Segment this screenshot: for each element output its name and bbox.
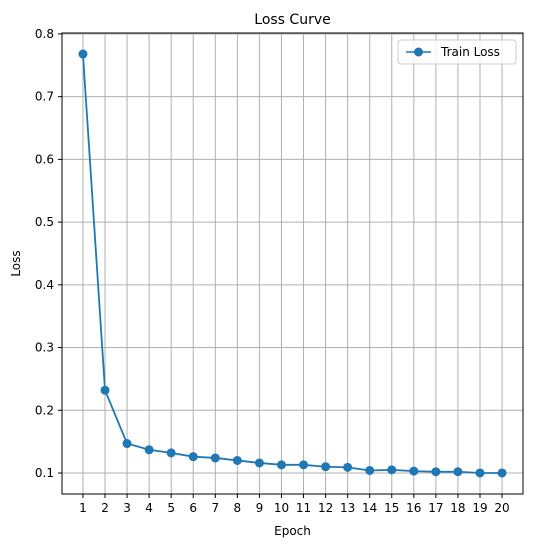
data-point-19 bbox=[475, 468, 485, 478]
grid-lines bbox=[62, 33, 523, 494]
x-tick-label-3: 3 bbox=[123, 501, 131, 515]
x-tick-label-10: 10 bbox=[274, 501, 289, 515]
chart-title: Loss Curve bbox=[254, 12, 330, 28]
legend-label: Train Loss bbox=[440, 45, 500, 59]
y-axis: 0.1 0.2 0.3 0.4 0.5 0.6 0.7 0.8 bbox=[35, 27, 62, 480]
x-tick-label-9: 9 bbox=[256, 501, 264, 515]
y-tick-label-7: 0.7 bbox=[35, 90, 54, 104]
x-tick-label-13: 13 bbox=[340, 501, 355, 515]
data-point-6 bbox=[188, 452, 198, 462]
x-tick-label-17: 17 bbox=[428, 501, 443, 515]
x-tick-label-11: 11 bbox=[296, 501, 311, 515]
data-point-13 bbox=[343, 462, 353, 472]
x-tick-label-7: 7 bbox=[211, 501, 219, 515]
data-point-14 bbox=[365, 465, 375, 475]
data-point-3 bbox=[122, 439, 132, 449]
data-point-5 bbox=[166, 448, 176, 458]
y-tick-label-5: 0.5 bbox=[35, 215, 54, 229]
data-point-9 bbox=[254, 458, 264, 468]
x-tick-label-14: 14 bbox=[362, 501, 377, 515]
data-point-4 bbox=[144, 445, 154, 455]
x-tick-label-15: 15 bbox=[384, 501, 399, 515]
data-point-12 bbox=[321, 462, 331, 472]
x-tick-label-18: 18 bbox=[450, 501, 465, 515]
data-point-20 bbox=[497, 468, 507, 478]
x-tick-label-20: 20 bbox=[494, 501, 509, 515]
x-tick-label-8: 8 bbox=[234, 501, 242, 515]
y-tick-label-4: 0.4 bbox=[35, 278, 54, 292]
x-tick-label-1: 1 bbox=[79, 501, 87, 515]
data-point-17 bbox=[431, 467, 441, 477]
data-point-1 bbox=[78, 49, 88, 59]
x-tick-label-4: 4 bbox=[145, 501, 153, 515]
data-point-18 bbox=[453, 467, 463, 477]
y-tick-label-6: 0.6 bbox=[35, 152, 54, 166]
data-point-7 bbox=[210, 453, 220, 463]
x-tick-label-19: 19 bbox=[472, 501, 487, 515]
y-axis-label: Loss bbox=[9, 250, 23, 276]
data-point-8 bbox=[232, 455, 242, 465]
y-tick-label-8: 0.8 bbox=[35, 27, 54, 41]
data-point-10 bbox=[276, 460, 286, 470]
x-tick-label-2: 2 bbox=[101, 501, 109, 515]
y-tick-label-2: 0.2 bbox=[35, 403, 54, 417]
x-tick-label-12: 12 bbox=[318, 501, 333, 515]
data-point-16 bbox=[409, 466, 419, 476]
x-axis-label: Epoch bbox=[274, 524, 311, 538]
legend-box bbox=[397, 39, 517, 65]
x-tick-label-6: 6 bbox=[189, 501, 197, 515]
data-point-11 bbox=[299, 460, 309, 470]
x-tick-label-5: 5 bbox=[167, 501, 175, 515]
y-tick-label-1: 0.1 bbox=[35, 466, 54, 480]
data-point-2 bbox=[100, 385, 110, 395]
legend-marker-swatch bbox=[414, 47, 423, 57]
series-layer bbox=[78, 49, 507, 478]
x-tick-label-16: 16 bbox=[406, 501, 421, 515]
legend: Train Loss bbox=[397, 39, 517, 65]
plot-area-frame bbox=[61, 32, 524, 495]
data-point-15 bbox=[387, 465, 397, 475]
x-axis: 1 2 3 4 5 6 7 8 9 10 11 12 13 14 15 16 17 18 19 20 bbox=[79, 494, 510, 515]
y-tick-label-3: 0.3 bbox=[35, 341, 54, 355]
